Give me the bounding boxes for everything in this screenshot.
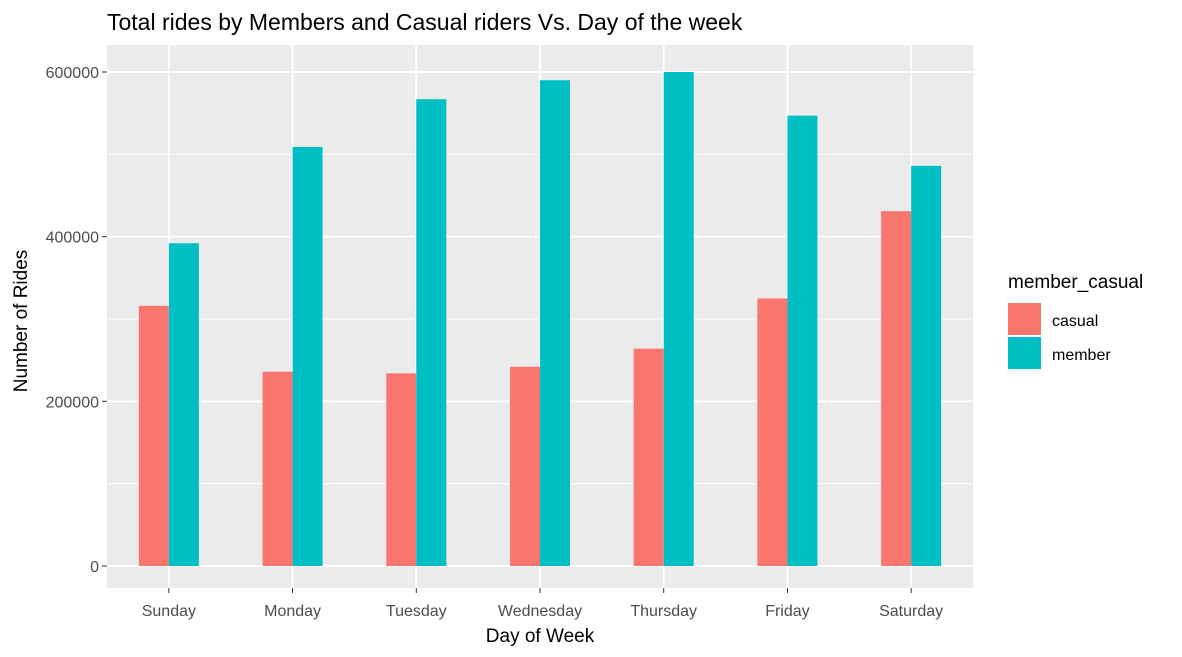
x-tick-label: Friday — [765, 603, 809, 620]
x-tick-label: Monday — [264, 603, 321, 620]
bar-casual-tuesday — [386, 373, 417, 566]
legend-key-casual — [1008, 303, 1041, 335]
legend-label-casual: casual — [1052, 313, 1098, 330]
y-tick-label: 0 — [90, 559, 99, 576]
bars — [138, 72, 942, 567]
legend-title: member_casual — [1008, 272, 1143, 293]
bar-casual-friday — [757, 298, 788, 566]
bar-casual-wednesday — [510, 366, 540, 566]
bar-member-friday — [787, 115, 818, 567]
bar-member-sunday — [168, 243, 199, 566]
y-axis-title: Number of Rides — [11, 250, 32, 393]
y-tick-label: 200000 — [46, 394, 99, 411]
y-tick-label: 400000 — [46, 230, 99, 247]
x-tick-label: Wednesday — [498, 603, 582, 620]
x-tick-label: Saturday — [879, 603, 943, 620]
x-tick-label: Sunday — [142, 603, 196, 620]
x-tick-label: Tuesday — [386, 603, 447, 620]
legend-key-member — [1008, 337, 1041, 369]
bar-member-monday — [292, 146, 323, 566]
x-axis-title: Day of Week — [486, 626, 595, 647]
x-tick-label: Thursday — [630, 603, 697, 620]
y-axis: 0 200000 400000 600000 — [46, 65, 107, 576]
x-axis: Sunday Monday Tuesday Wednesday Thursday Frid… — [142, 588, 943, 620]
legend-label-member: member — [1052, 347, 1111, 364]
bar-casual-saturday — [881, 211, 912, 567]
chart-title: Total rides by Members and Casual riders… — [107, 9, 743, 35]
legend: member_casual casual member — [1008, 272, 1143, 369]
bar-casual-monday — [262, 371, 293, 566]
y-tick-label: 600000 — [46, 65, 99, 82]
bar-casual-sunday — [138, 305, 169, 566]
bar-casual-thursday — [633, 348, 664, 566]
bar-member-tuesday — [416, 99, 447, 567]
bar-member-wednesday — [540, 80, 570, 566]
bar-member-saturday — [911, 165, 942, 567]
bar-member-thursday — [663, 72, 694, 566]
